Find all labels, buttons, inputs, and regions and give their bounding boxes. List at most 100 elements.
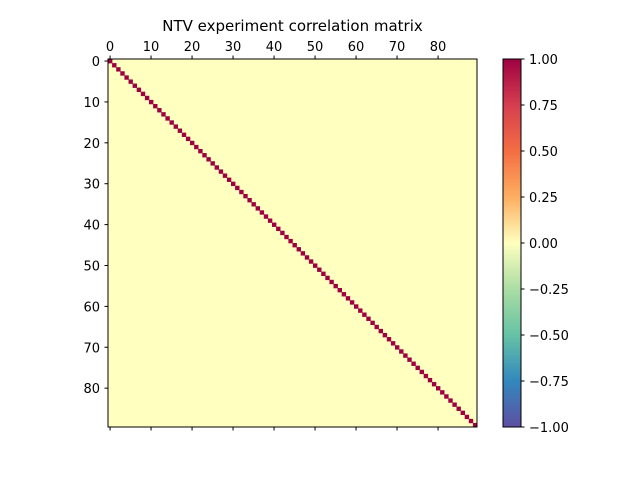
diagonal-cell [460,410,465,416]
diagonal-cell [403,353,408,358]
diagonal-cell [108,59,113,64]
diagonal-cell [407,357,412,362]
diagonal-cell [288,238,293,244]
diagonal-cell [222,173,228,178]
diagonal-cell [128,79,133,84]
diagonal-cell [263,214,269,219]
x-tick-label: 0 [106,40,114,55]
diagonal-cell [210,161,215,166]
diagonal-cell [284,234,289,240]
diagonal-cell [226,177,232,182]
diagonal-cell [157,108,162,113]
y-tick-label: 30 [83,178,100,193]
diagonal-cell [313,263,318,268]
colorbar-scale [502,58,522,428]
colorbar: 1.00 0.75 0.50 0.25 0.00 −0.25 −0.50 −0.75 −1.00 [502,53,569,436]
y-tick-label: 20 [83,137,100,152]
y-tick-label: 80 [83,382,100,397]
diagonal-cell [161,112,166,117]
diagonal-cell [112,63,117,68]
diagonal-cell [300,251,306,256]
diagonal-cell [251,202,256,207]
diagonal-cell [415,365,420,371]
diagonal-cell [276,226,281,232]
diagonal-cell [354,304,359,309]
diagonal-cell [345,296,351,301]
diagonal-cell [456,406,461,411]
diagonal-cell [440,390,445,395]
colorbar-tick-label: −0.25 [529,283,569,298]
diagonal-cell [272,222,277,227]
diagonal-cell [436,386,441,391]
diagonal-cell [366,316,371,321]
diagonal-cell [419,369,424,375]
diagonal-cell [190,140,195,146]
y-tick-label: 70 [83,341,100,356]
diagonal-cell [206,157,211,162]
colorbar-tick-label: 0.50 [529,145,558,160]
diagonal-cell [292,243,297,248]
diagonal-cell [231,181,236,187]
diagonal-cell [452,402,457,407]
x-tick-label: 40 [266,40,283,55]
x-tick-label: 80 [430,40,447,55]
y-tick-label: 0 [92,55,100,70]
diagonal-cell [308,259,314,264]
diagonal-cell [149,99,154,105]
diagonal-cell [390,341,396,346]
diagonal-cell [177,128,183,133]
diagonal-cell [120,71,125,76]
heatmap-frame [107,58,478,428]
diagonal-cell [304,255,310,260]
diagonal-cell [173,124,178,129]
diagonal-cell [267,218,273,223]
diagonal-cell [202,153,207,158]
diagonal-cell [132,83,137,88]
diagonal-cell [296,247,301,252]
diagonal-cell [124,75,129,80]
colorbar-tick-label: 0.75 [529,99,558,114]
y-tick-label: 50 [83,259,100,274]
diagonal-cell [411,361,416,366]
heatmap-axes: 0 10 20 30 40 50 60 70 80 0 10 20 30 40 50 60 70 80 [83,40,478,431]
x-tick-label: 10 [143,40,160,55]
diagonal-cell [341,292,347,297]
diagonal-cell [378,328,383,334]
colorbar-tick-label: −0.50 [529,329,569,344]
diagonal-cell [399,349,404,354]
diagonal-cell [247,198,252,203]
diagonal-cell [370,320,375,326]
diagonal-cell [448,398,453,403]
diagonal-cell [165,116,170,121]
diagonal-cell [181,132,187,137]
diagonal-cell [362,312,367,317]
diagonal-cell [472,422,478,428]
diagonal-cell [243,193,248,199]
x-tick-label: 50 [307,40,324,55]
diagonal-cell [427,377,433,383]
x-tick-label: 70 [389,40,406,55]
diagonal-cell [444,394,449,399]
diagonal-cell [198,148,203,154]
diagonal-cell [235,185,240,191]
x-tick-label: 20 [184,40,201,55]
x-tick-label: 60 [348,40,365,55]
diagonal-cell [395,345,400,350]
colorbar-tick-label: 0.00 [529,237,558,252]
diagonal-cell [382,332,388,338]
diagonal-cell [280,230,285,236]
x-tick-label: 30 [225,40,242,55]
diagonal-cell [468,418,474,424]
colorbar-tick-label: −1.00 [529,421,569,436]
heatmap-cells [108,59,478,428]
colorbar-tick-label: 1.00 [529,53,558,68]
diagonal-cell [140,91,146,97]
diagonal-cell [194,144,199,150]
diagonal-cell [153,103,158,109]
y-tick-label: 10 [83,96,100,111]
diagonal-cell [325,275,330,281]
diagonal-cell [423,373,429,379]
diagonal-cell [144,95,150,101]
